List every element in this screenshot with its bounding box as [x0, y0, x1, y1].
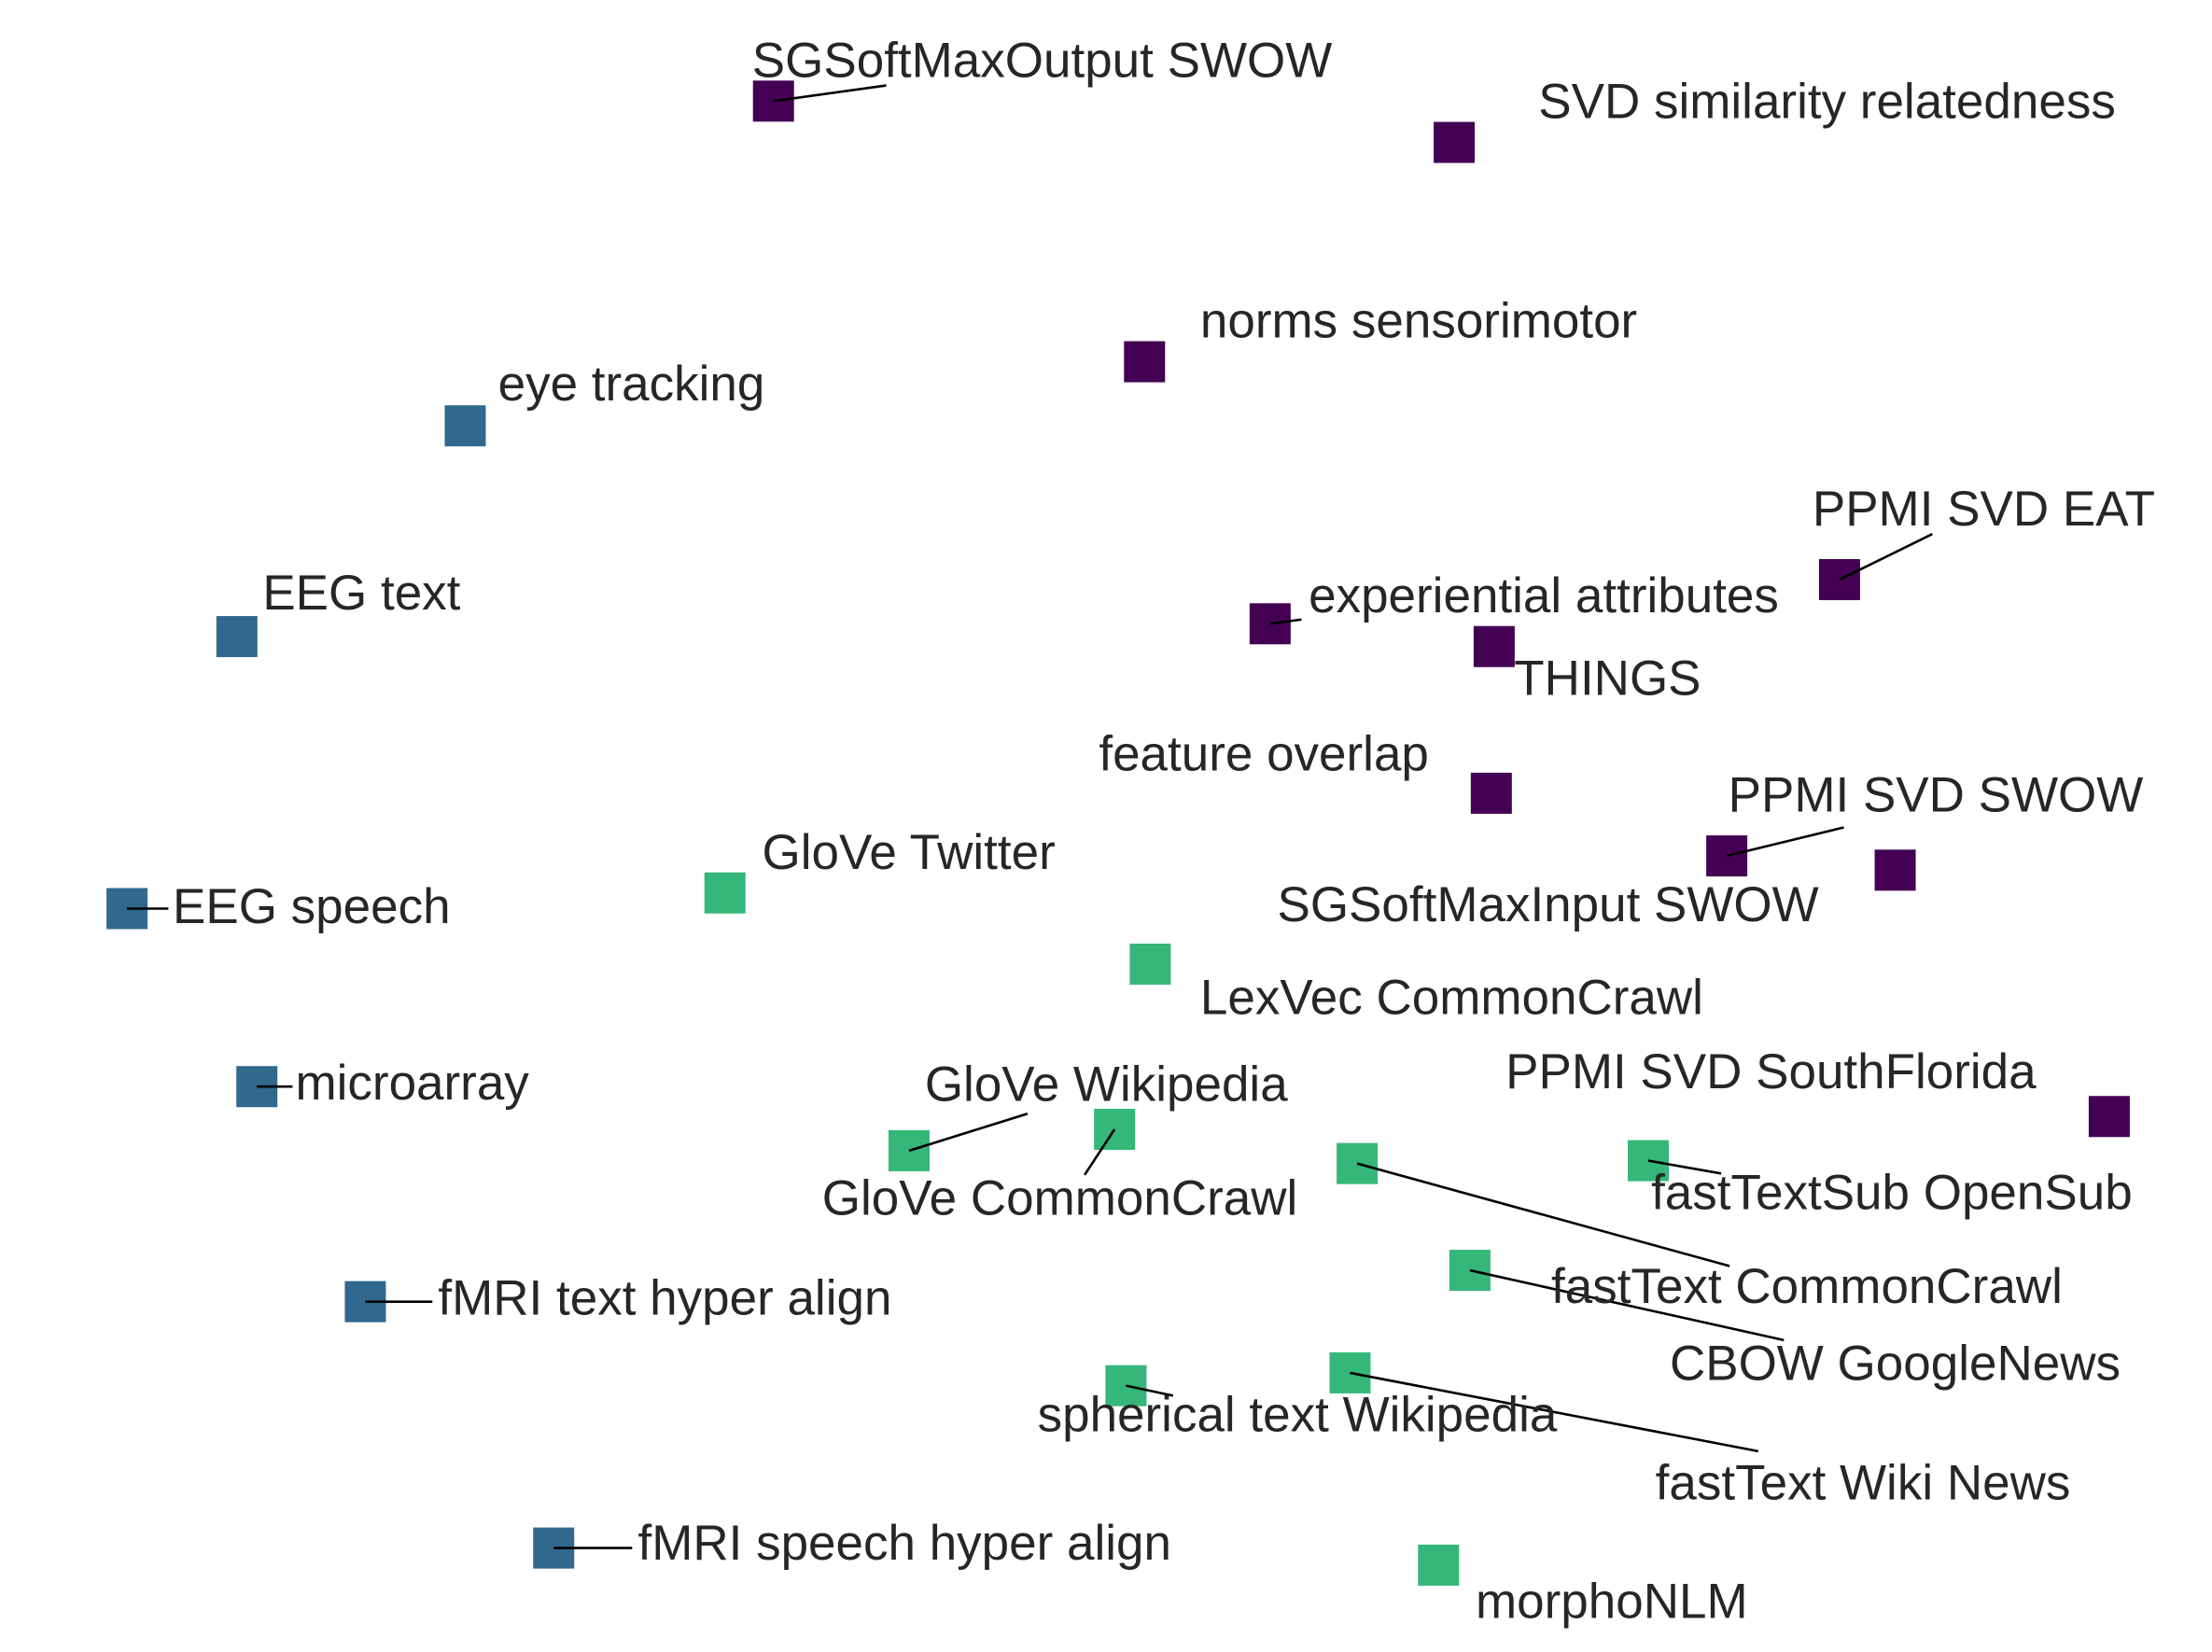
point-label-sgsoftmaxoutput-swow: SGSoftMaxOutput SWOW	[752, 33, 1332, 88]
leader-line-fasttext-commoncrawl	[1356, 1162, 1730, 1267]
point-label-glove-wikipedia: GloVe Wikipedia	[925, 1057, 1288, 1112]
leader-line-fasttextsub-opensub	[1647, 1159, 1722, 1175]
point-marker-svd-similarity-relatedness	[1434, 121, 1476, 163]
point-label-svd-similarity-relatedness: SVD similarity relatedness	[1538, 75, 2116, 130]
point-marker-feature-overlap	[1470, 772, 1512, 814]
leader-line-ppmi-svd-swow	[1726, 826, 1844, 858]
point-label-spherical-text-wikipedia: spherical text Wikipedia	[1038, 1387, 1558, 1442]
point-label-fasttext-wiki-news: fastText Wiki News	[1656, 1456, 2071, 1511]
point-label-things: THINGS	[1514, 651, 1701, 707]
point-label-fasttextsub-opensub: fastTextSub OpenSub	[1651, 1165, 2133, 1220]
leader-line-spherical-text-wikipedia	[1126, 1384, 1174, 1397]
point-marker-eeg-text	[216, 616, 258, 658]
point-marker-eye-tracking	[444, 405, 486, 447]
point-label-ppmi-svd-eat: PPMI SVD EAT	[1813, 482, 2155, 537]
point-marker-lexvec-commoncrawl	[1129, 944, 1171, 986]
point-label-ppmi-svd-southflorida: PPMI SVD SouthFlorida	[1505, 1044, 2037, 1099]
point-label-fmri-speech-hyper-align: fMRI speech hyper align	[637, 1516, 1171, 1571]
leader-line-cbow-googlenews	[1469, 1268, 1785, 1342]
point-label-eye-tracking: eye tracking	[498, 357, 765, 412]
leader-line-sgsoftmaxoutput-swow	[773, 84, 887, 103]
point-marker-glove-twitter	[704, 872, 746, 914]
point-label-norms-sensorimotor: norms sensorimotor	[1200, 294, 1637, 349]
point-marker-sgsoftmaxinput-swow	[1874, 849, 1916, 891]
point-label-fasttext-commoncrawl: fastText CommonCrawl	[1551, 1259, 2063, 1314]
leader-lines-layer	[127, 84, 1933, 1549]
point-label-feature-overlap: feature overlap	[1099, 726, 1429, 781]
point-label-fmri-text-hyper-align: fMRI text hyper align	[438, 1270, 891, 1325]
point-marker-ppmi-svd-southflorida	[2088, 1096, 2130, 1138]
point-label-glove-twitter: GloVe Twitter	[763, 825, 1056, 880]
point-label-morphonlm: morphoNLM	[1476, 1574, 1748, 1629]
point-label-microarray: microarray	[296, 1056, 530, 1111]
point-label-ppmi-svd-swow: PPMI SVD SWOW	[1729, 768, 2144, 823]
points-layer	[106, 80, 2130, 1586]
labels-layer: SGSoftMaxOutput SWOW SVD similarity relat…	[173, 33, 2155, 1629]
point-marker-things	[1473, 625, 1515, 667]
leader-line-fasttext-wiki-news	[1350, 1371, 1759, 1453]
point-label-eeg-speech: EEG speech	[173, 879, 451, 934]
point-marker-morphonlm	[1418, 1544, 1460, 1586]
leader-line-glove-wikipedia	[908, 1112, 1029, 1153]
point-label-lexvec-commoncrawl: LexVec CommonCrawl	[1200, 970, 1703, 1025]
point-label-cbow-googlenews: CBOW GoogleNews	[1670, 1337, 2121, 1392]
leader-line-experiential-attributes	[1269, 618, 1302, 625]
point-label-eeg-text: EEG text	[262, 566, 460, 621]
point-label-experiential-attributes: experiential attributes	[1309, 568, 1779, 623]
point-label-sgsoftmaxinput-swow: SGSoftMaxInput SWOW	[1277, 877, 1818, 932]
leader-line-ppmi-svd-eat	[1839, 533, 1933, 581]
leader-line-glove-commoncrawl	[1083, 1128, 1116, 1176]
point-marker-norms-sensorimotor	[1124, 341, 1166, 383]
point-marker-sgsoftmaxoutput-swow	[752, 80, 794, 122]
point-label-glove-commoncrawl: GloVe CommonCrawl	[822, 1171, 1298, 1226]
